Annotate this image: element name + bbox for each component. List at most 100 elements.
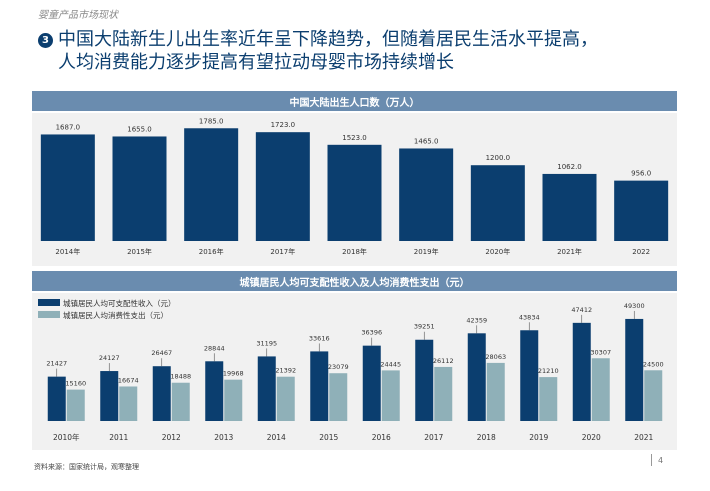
birth-bar (614, 180, 669, 241)
income-bar (152, 366, 171, 421)
income-year-label: 2014 (267, 433, 286, 442)
income-chart-title: 城镇居民人均可支配性收入及人均消费性支出（元） (32, 271, 677, 291)
income-year-label: 2021 (634, 433, 653, 442)
birth-bar (399, 148, 454, 241)
headline-line-1: 中国大陆新生儿出生率近年呈下降趋势，但随着居民生活水平提高， (58, 29, 598, 50)
headline-number-badge: 3 (38, 33, 53, 48)
income-value-label: 47412 (571, 306, 592, 314)
income-bar (205, 361, 224, 421)
legend-label: 城镇居民人均消费性支出（元） (63, 310, 168, 320)
spending-bar (539, 377, 558, 421)
birth-year-label: 2021年 (557, 247, 582, 256)
section-label: 婴童产品市场现状 (38, 10, 118, 21)
income-value-label: 26467 (151, 349, 172, 357)
birth-year-label: 2017年 (270, 247, 295, 256)
income-value-label: 24127 (99, 354, 120, 362)
legend-label: 城镇居民人均可支配性收入（元） (63, 298, 176, 308)
income-value-label: 42359 (466, 316, 487, 324)
birth-value-label: 1200.0 (486, 154, 511, 162)
spending-value-label: 24445 (380, 360, 401, 368)
birth-year-label: 2019年 (414, 247, 439, 256)
headline-text: 中国大陆新生儿出生率近年呈下降趋势，但随着居民生活水平提高， 人均消费能力逐步提… (58, 28, 598, 74)
page-number-divider (651, 454, 652, 466)
income-bar (520, 330, 539, 421)
spending-bar (644, 370, 663, 421)
spending-bar (66, 389, 85, 421)
spending-value-label: 24500 (643, 360, 664, 368)
income-bar (362, 345, 381, 421)
spending-bar (276, 376, 295, 421)
spending-value-label: 23079 (328, 363, 349, 371)
income-value-label: 33616 (309, 334, 330, 342)
birth-bar (542, 173, 597, 241)
income-value-label: 31195 (256, 339, 277, 347)
birth-value-label: 1723.0 (271, 121, 296, 129)
birth-bar (470, 165, 525, 241)
birth-chart-title: 中国大陆出生人口数（万人） (32, 91, 677, 111)
spending-bar (381, 370, 400, 421)
income-year-label: 2015 (319, 433, 338, 442)
birth-year-label: 2016年 (199, 247, 224, 256)
spending-bar (329, 373, 348, 421)
birth-year-label: 2015年 (127, 247, 152, 256)
spending-value-label: 26112 (433, 357, 454, 365)
legend-swatch (38, 299, 60, 306)
birth-year-label: 2022 (632, 248, 650, 256)
birth-value-label: 956.0 (631, 170, 651, 178)
birth-chart-panel: 1687.0 2014年 1655.0 2015年 1785.0 2016年 1723.0 2… (32, 113, 677, 266)
income-year-label: 2017 (424, 433, 443, 442)
income-bar (467, 333, 486, 421)
spending-value-label: 21392 (275, 367, 296, 375)
income-year-label: 2012 (162, 433, 181, 442)
income-year-label: 2010年 (53, 432, 80, 442)
income-chart-panel: 城镇居民人均可支配性收入（元） 城镇居民人均消费性支出（元） 21427 15160 2… (32, 293, 677, 450)
birth-bar (184, 128, 239, 241)
income-bar (310, 351, 329, 421)
income-year-label: 2020 (582, 433, 601, 442)
spending-bar (119, 386, 138, 421)
birth-year-label: 2018年 (342, 247, 367, 256)
spending-value-label: 28063 (485, 353, 506, 361)
birth-bar (112, 136, 167, 241)
birth-year-label: 2014年 (55, 247, 80, 256)
birth-value-label: 1062.0 (557, 163, 582, 171)
birth-value-label: 1655.0 (127, 125, 152, 133)
birth-bar (255, 132, 310, 241)
spending-bar (591, 358, 610, 421)
spending-value-label: 21210 (538, 367, 559, 375)
income-bar (100, 371, 119, 421)
page-number: 4 (658, 456, 664, 465)
spending-bar (224, 379, 243, 421)
spending-value-label: 19968 (223, 370, 244, 378)
income-bar (47, 376, 66, 421)
income-chart: 城镇居民人均可支配性收入（元） 城镇居民人均消费性支出（元） 21427 15160 2… (38, 298, 664, 442)
income-bar (572, 322, 591, 421)
legend-swatch (38, 311, 60, 318)
birth-value-label: 1523.0 (342, 134, 367, 142)
income-value-label: 36396 (361, 329, 382, 337)
income-value-label: 49300 (624, 302, 645, 310)
spending-value-label: 15160 (65, 380, 86, 388)
spending-bar (171, 382, 190, 421)
birth-value-label: 1785.0 (199, 117, 224, 125)
income-year-label: 2016 (372, 433, 391, 442)
income-year-label: 2019 (529, 433, 548, 442)
income-value-label: 28844 (204, 344, 225, 352)
headline-line-2: 人均消费能力逐步提高有望拉动母婴市场持续增长 (58, 52, 454, 73)
source-note: 资料来源：国家统计局，观寒整理 (34, 463, 139, 471)
spending-bar (486, 362, 505, 421)
spending-bar (434, 366, 453, 421)
birth-bar (327, 144, 382, 241)
spending-value-label: 18488 (170, 373, 191, 381)
spending-value-label: 30307 (590, 348, 611, 356)
income-bar (415, 339, 434, 421)
income-value-label: 39251 (414, 323, 435, 331)
headline: 3 中国大陆新生儿出生率近年呈下降趋势，但随着居民生活水平提高， 人均消费能力逐… (38, 28, 698, 74)
income-year-label: 2018 (477, 433, 496, 442)
spending-value-label: 16674 (118, 376, 139, 384)
income-bar (257, 356, 276, 421)
income-value-label: 43834 (519, 313, 540, 321)
birth-chart: 1687.0 2014年 1655.0 2015年 1785.0 2016年 1723.0 2… (40, 117, 669, 256)
birth-year-label: 2020年 (485, 247, 510, 256)
birth-value-label: 1687.0 (56, 123, 80, 131)
